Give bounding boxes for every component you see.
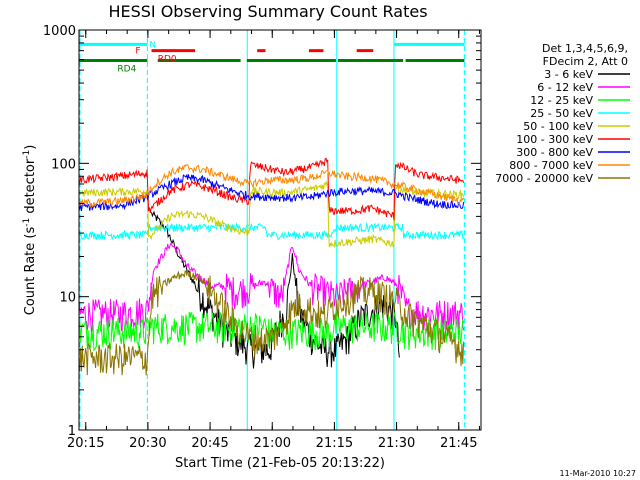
legend-label-5: 100 - 300 keV (516, 133, 593, 146)
vertical-markers (79, 30, 465, 430)
x-tick-label-5: 21:30 (378, 436, 415, 451)
flag-label-rd4: RD4 (117, 65, 136, 75)
x-tick-label-2: 20:45 (191, 436, 228, 451)
x-tick-label-4: 21:15 (316, 436, 353, 451)
series-line-1 (78, 241, 465, 333)
flag-label-f: F (135, 47, 140, 57)
legend-label-0: 3 - 6 keV (544, 68, 593, 81)
y-tick-label-3: 1000 (43, 24, 76, 39)
series-line-3 (78, 221, 465, 241)
legend-label-4: 50 - 100 keV (523, 120, 593, 133)
x-tick-label-3: 21:00 (254, 436, 291, 451)
legend-label-8: 7000 - 20000 keV (495, 172, 593, 185)
legend: Det 1,3,4,5,6,9,FDecim 2, Att 03 - 6 keV… (495, 42, 630, 185)
series-line-7 (78, 164, 465, 209)
legend-label-3: 25 - 50 keV (530, 107, 593, 120)
legend-label-2: 12 - 25 keV (530, 94, 593, 107)
legend-label-6: 300 - 800 keV (516, 146, 593, 159)
flag-label-n: N (149, 40, 156, 50)
y-tick-label-2: 100 (51, 157, 76, 172)
flag-label-rd0: RD0 (158, 55, 177, 65)
y-axis: 1 10 100 1000 (43, 24, 481, 439)
date-stamp: 11-Mar-2010 10:27 (560, 469, 637, 478)
legend-label-7: 800 - 7000 keV (509, 159, 593, 172)
chart-title: HESSI Observing Summary Count Rates (108, 2, 427, 21)
y-tick-label-0: 1 (68, 424, 76, 439)
series-line-2 (78, 311, 465, 352)
series-line-0 (151, 210, 400, 369)
y-axis-label: Count Rate (s-1 detector-1) (22, 145, 38, 316)
series-group (78, 157, 465, 376)
flag-bars: NF RD0 RD4 (79, 40, 465, 75)
x-tick-label-0: 20:15 (67, 436, 104, 451)
legend-label-1: 6 - 12 keV (537, 81, 593, 94)
series-line-5 (78, 157, 465, 221)
x-tick-label-6: 21:45 (440, 436, 477, 451)
y-tick-label-1: 10 (59, 291, 76, 306)
plot-frame (78, 29, 482, 431)
legend-header-1: FDecim 2, Att 0 (543, 55, 628, 68)
series-line-8 (78, 269, 465, 376)
x-axis-label: Start Time (21-Feb-05 20:13:22) (175, 456, 385, 471)
x-tick-label-1: 20:30 (129, 436, 166, 451)
x-axis: 20:15 20:30 20:45 21:00 21:15 21:30 21:45 (67, 30, 480, 451)
series-line-6 (78, 173, 465, 211)
legend-header-0: Det 1,3,4,5,6,9, (542, 42, 628, 55)
